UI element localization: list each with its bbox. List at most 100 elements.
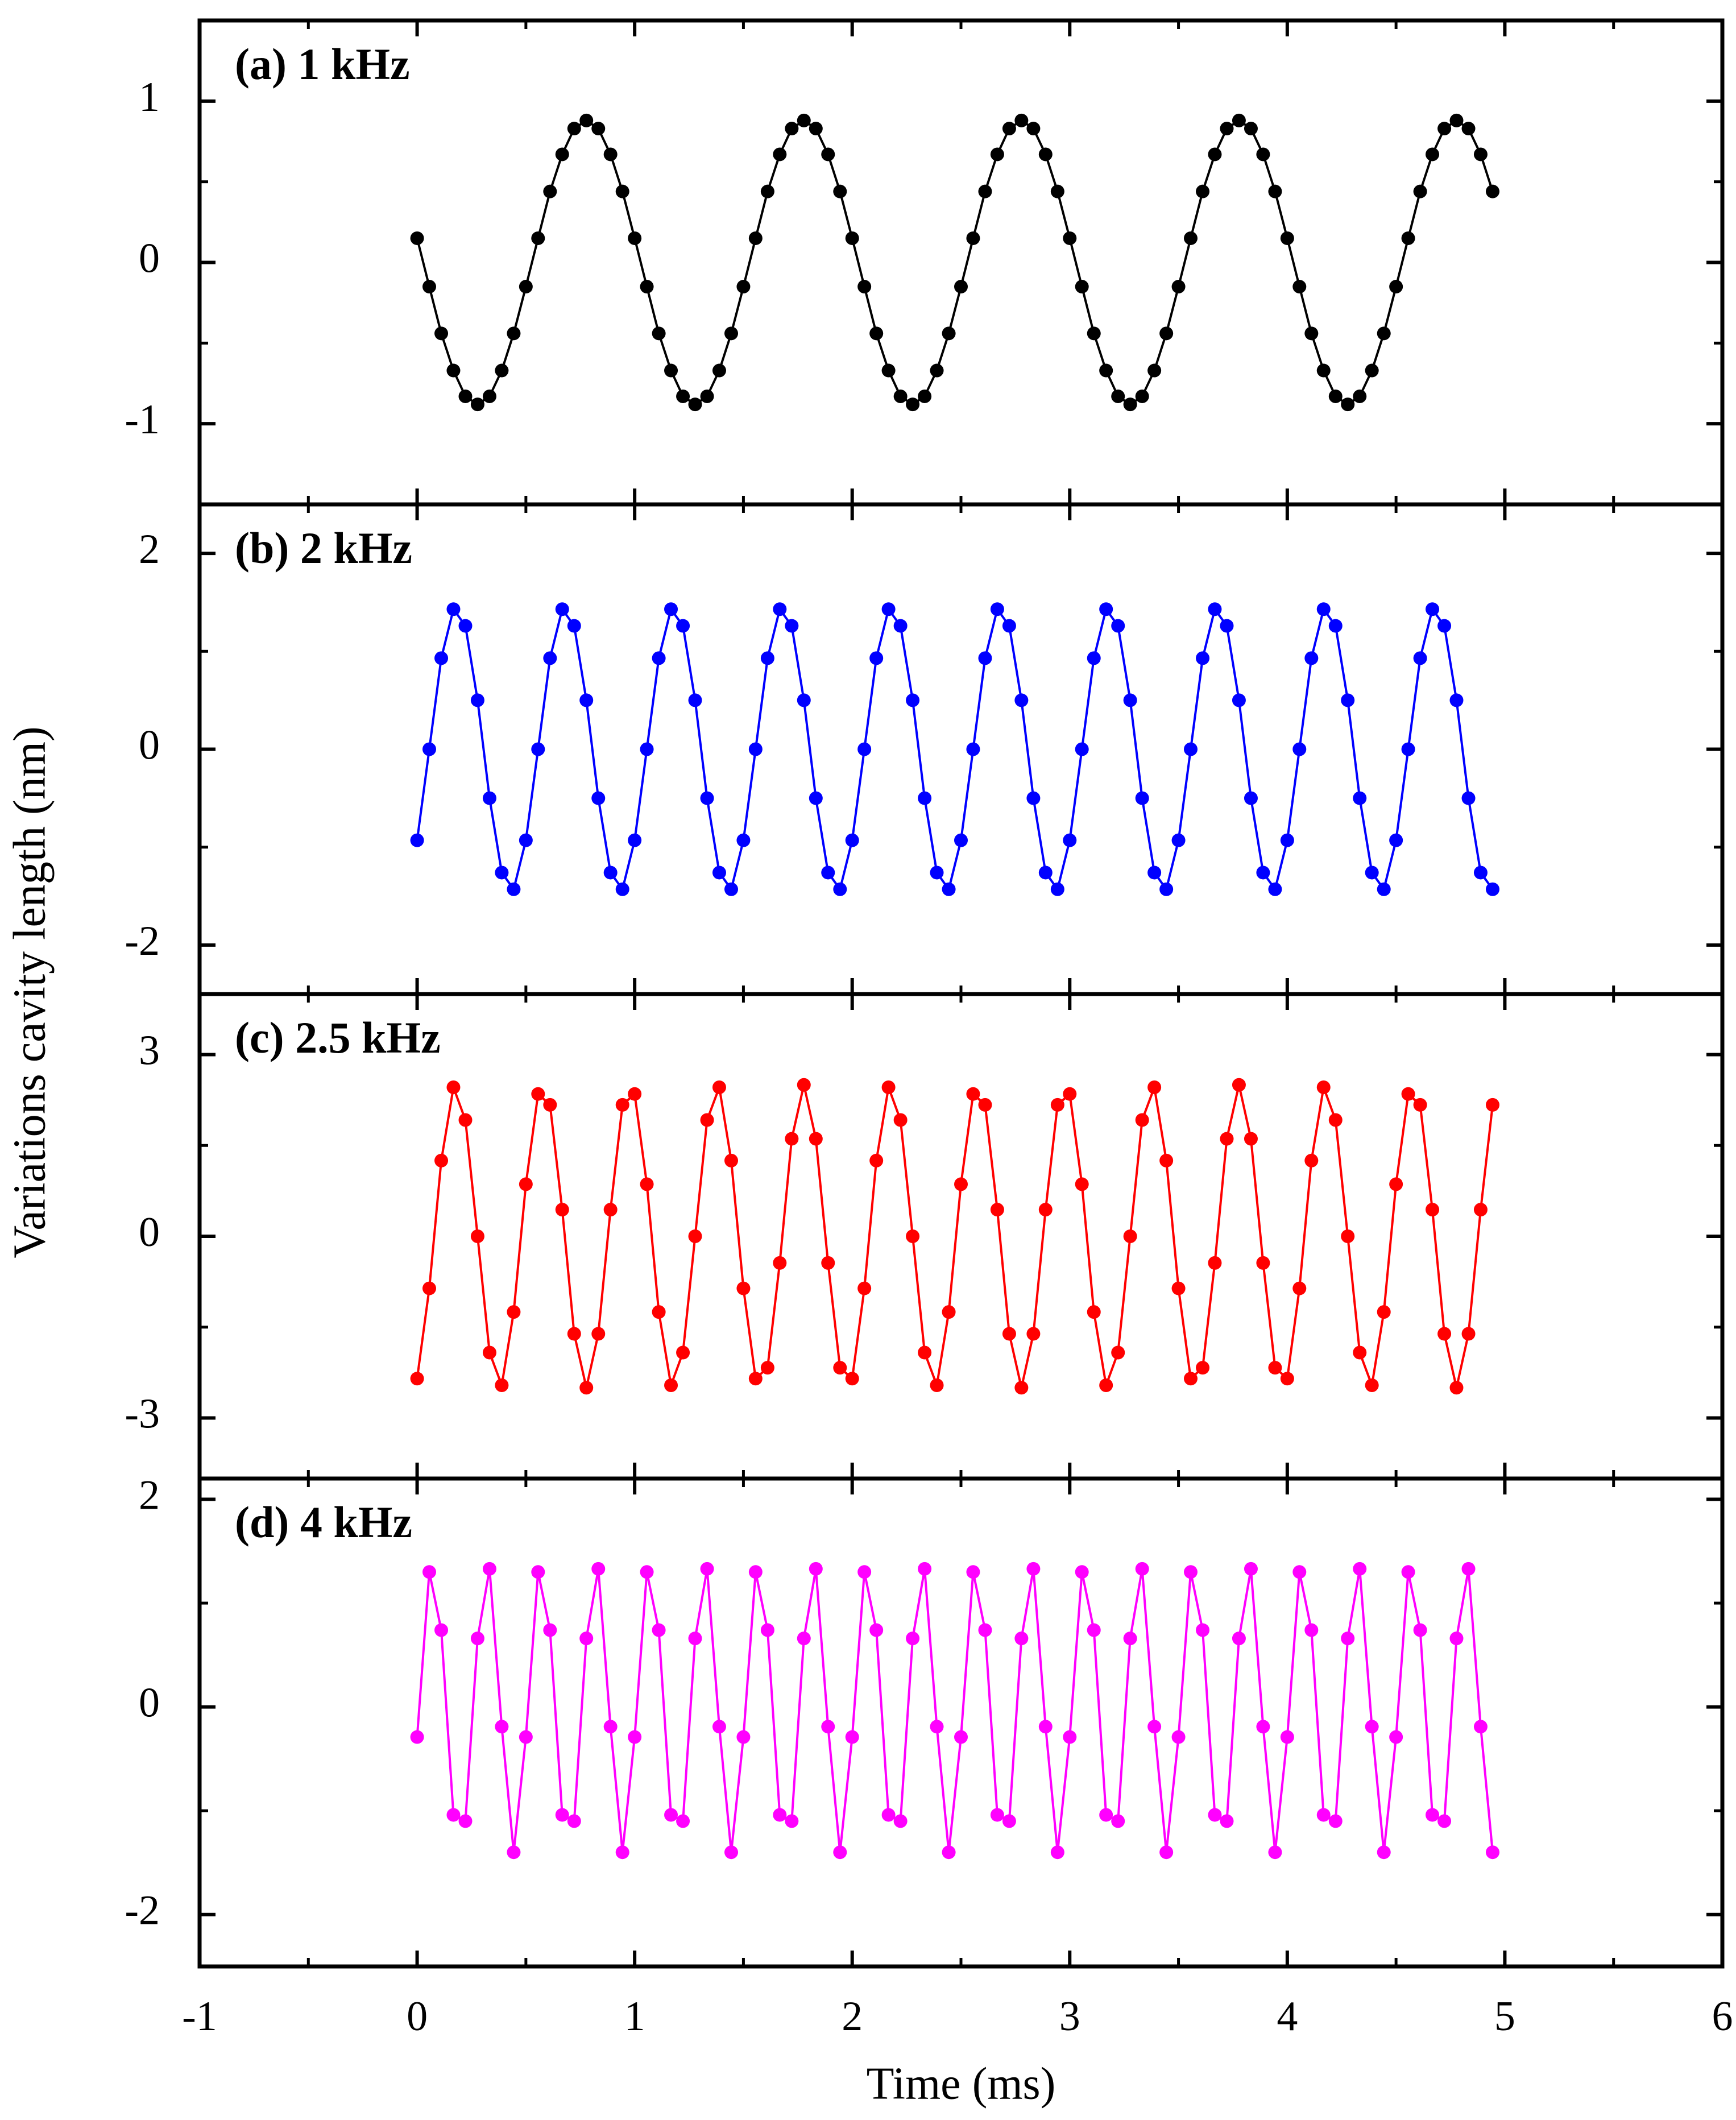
data-point xyxy=(918,791,932,805)
data-point xyxy=(640,742,654,756)
data-point xyxy=(458,1814,473,1828)
data-point xyxy=(857,1565,872,1579)
panel-title: (c) 2.5 kHz xyxy=(235,1013,441,1062)
data-point xyxy=(1183,1372,1198,1386)
data-point xyxy=(1316,1080,1331,1095)
data-point xyxy=(857,742,872,756)
panel-title: (a) 1 kHz xyxy=(235,39,410,89)
data-point xyxy=(1063,833,1077,847)
data-point xyxy=(893,389,908,403)
data-point xyxy=(785,619,799,633)
x-tick-label: 2 xyxy=(842,1993,863,2040)
data-point xyxy=(1063,1087,1077,1101)
data-point xyxy=(1304,1153,1319,1167)
data-point xyxy=(1232,1632,1246,1646)
y-tick-label: -1 xyxy=(125,396,160,443)
data-point xyxy=(664,363,678,378)
data-point xyxy=(410,833,424,847)
data-point xyxy=(543,1623,557,1637)
y-tick-label: -2 xyxy=(125,1887,160,1934)
data-point xyxy=(833,882,847,896)
data-point xyxy=(1353,1345,1367,1360)
data-point xyxy=(470,398,484,412)
data-point xyxy=(1486,184,1500,198)
data-point xyxy=(591,791,606,805)
data-point xyxy=(1365,1720,1379,1734)
data-point xyxy=(748,1372,763,1386)
data-point xyxy=(1377,326,1391,341)
data-point xyxy=(1461,791,1476,805)
data-point xyxy=(1111,1345,1125,1360)
data-point xyxy=(809,1562,823,1576)
data-point xyxy=(736,1281,751,1295)
data-point xyxy=(954,1730,968,1744)
data-point xyxy=(1244,1562,1258,1576)
data-point xyxy=(567,1814,581,1828)
data-point xyxy=(1050,184,1064,198)
data-point xyxy=(869,651,884,665)
data-point xyxy=(736,280,751,294)
data-point xyxy=(664,1378,678,1392)
data-point xyxy=(1026,1327,1041,1341)
data-point xyxy=(640,1177,654,1191)
data-point xyxy=(1353,1562,1367,1576)
data-point xyxy=(1171,1281,1186,1295)
data-point xyxy=(1147,866,1162,880)
data-point xyxy=(652,651,666,665)
data-point xyxy=(797,1078,811,1092)
data-point xyxy=(458,389,473,403)
data-point xyxy=(1304,651,1319,665)
data-point xyxy=(519,1177,533,1191)
data-point xyxy=(1256,866,1270,880)
data-point xyxy=(543,184,557,198)
y-tick-label: 0 xyxy=(139,1209,160,1256)
data-point xyxy=(918,1562,932,1576)
data-point xyxy=(1341,1229,1355,1243)
data-point xyxy=(736,833,751,847)
data-point xyxy=(1365,866,1379,880)
data-point xyxy=(1365,1378,1379,1392)
data-point xyxy=(785,1814,799,1828)
data-point xyxy=(446,602,461,616)
data-point xyxy=(930,1720,944,1734)
data-point xyxy=(1268,1361,1282,1375)
data-point xyxy=(1328,619,1343,633)
data-point xyxy=(760,1361,774,1375)
data-point xyxy=(1328,1113,1343,1127)
data-point xyxy=(1014,693,1029,707)
data-point xyxy=(1328,1814,1343,1828)
data-point xyxy=(1111,619,1125,633)
data-point xyxy=(736,1730,751,1744)
data-point xyxy=(531,742,545,756)
data-point xyxy=(954,833,968,847)
data-point xyxy=(434,651,449,665)
data-point xyxy=(676,619,690,633)
data-point xyxy=(1087,326,1101,341)
data-point xyxy=(700,791,714,805)
data-point xyxy=(881,1080,896,1095)
data-point xyxy=(1196,184,1210,198)
data-point xyxy=(1426,1808,1440,1822)
data-point xyxy=(881,602,896,616)
data-point xyxy=(1159,1153,1174,1167)
data-point xyxy=(1461,122,1476,136)
data-point xyxy=(1256,1720,1270,1734)
data-point xyxy=(1075,1565,1089,1579)
data-point xyxy=(1486,1845,1500,1860)
data-point xyxy=(1292,1565,1307,1579)
data-point xyxy=(1426,147,1440,162)
data-point xyxy=(422,1281,436,1295)
data-point xyxy=(1196,1623,1210,1637)
data-point xyxy=(942,882,956,896)
y-tick-label: -3 xyxy=(125,1390,160,1437)
data-point xyxy=(1304,1623,1319,1637)
data-point xyxy=(1196,651,1210,665)
data-point xyxy=(1473,1720,1488,1734)
data-point xyxy=(1147,363,1162,378)
data-point xyxy=(966,742,980,756)
data-point xyxy=(628,1087,642,1101)
data-point xyxy=(1026,122,1041,136)
data-point xyxy=(579,1632,594,1646)
data-point xyxy=(1208,602,1222,616)
data-point xyxy=(785,122,799,136)
